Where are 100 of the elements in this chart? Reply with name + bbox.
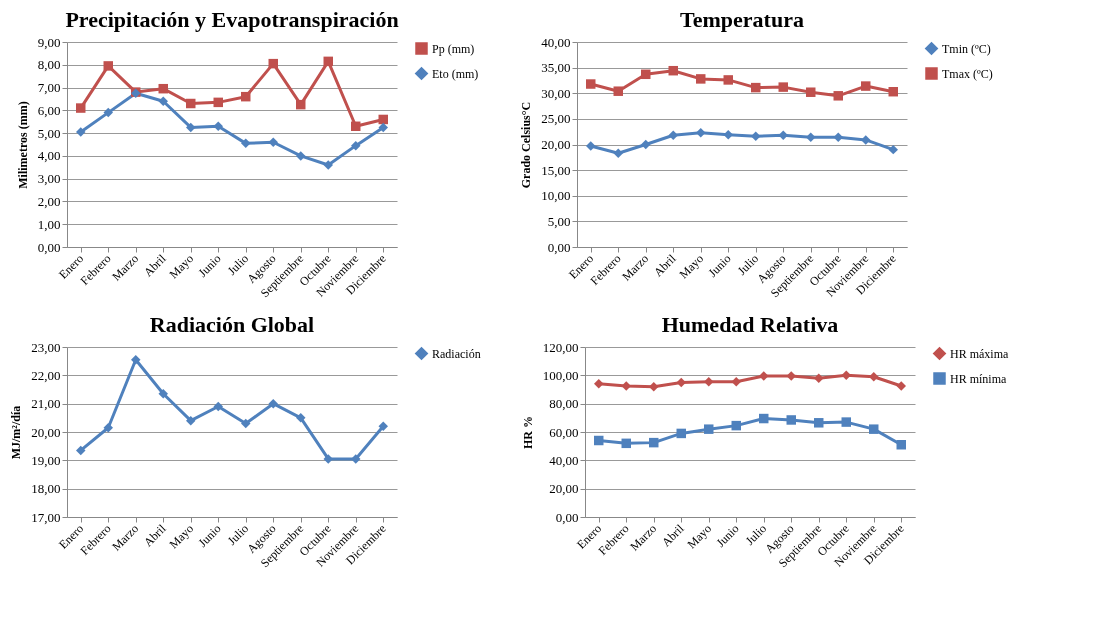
point xyxy=(806,87,816,97)
point xyxy=(814,418,824,428)
point xyxy=(586,79,596,89)
point xyxy=(649,381,659,392)
y-axis-title: Grado Celsius°C xyxy=(519,101,534,189)
y-tick-label: 120,00 xyxy=(542,339,579,355)
point xyxy=(594,435,604,446)
point xyxy=(723,75,733,85)
chart-title: Temperatura xyxy=(680,7,804,32)
point xyxy=(759,413,769,424)
point xyxy=(586,141,596,151)
y-axis-title: MJ/m²/día xyxy=(9,405,24,460)
y-tick-label: 1,00 xyxy=(37,216,61,232)
y-tick-label: 5,00 xyxy=(37,125,61,141)
point xyxy=(751,82,761,93)
y-tick-label: 3,00 xyxy=(37,171,61,187)
point xyxy=(676,377,686,388)
point xyxy=(869,424,879,434)
y-tick-label: 9,00 xyxy=(37,34,61,50)
point xyxy=(268,137,278,147)
point xyxy=(76,103,86,113)
point xyxy=(103,107,113,118)
point xyxy=(323,56,333,67)
point xyxy=(296,99,306,110)
y-tick-label: 7,00 xyxy=(37,80,61,96)
point xyxy=(351,140,361,151)
y-axis-title: HR % xyxy=(520,416,535,449)
point xyxy=(833,91,843,101)
point xyxy=(786,415,796,425)
y-tick-label: 35,00 xyxy=(541,60,571,76)
point xyxy=(833,132,843,143)
y-tick-label: 60,00 xyxy=(549,424,579,440)
point xyxy=(806,132,816,143)
y-tick-label: 19,00 xyxy=(31,452,61,468)
point xyxy=(641,139,651,150)
y-axis-title: Milimetros (mm) xyxy=(15,101,30,189)
point xyxy=(241,418,251,429)
point xyxy=(723,130,733,140)
y-tick-label: 0,00 xyxy=(37,239,61,255)
point xyxy=(268,58,278,69)
point xyxy=(786,371,796,381)
point xyxy=(213,401,223,412)
point xyxy=(378,122,388,133)
point xyxy=(268,398,278,409)
y-tick-label: 10,00 xyxy=(541,188,571,204)
point xyxy=(841,370,851,381)
point xyxy=(158,83,168,94)
point xyxy=(861,135,871,145)
point xyxy=(158,96,168,106)
point xyxy=(649,437,659,448)
point xyxy=(351,121,361,132)
chart-title: Humedad Relativa xyxy=(661,312,839,337)
point xyxy=(751,131,761,142)
point xyxy=(158,389,168,399)
y-tick-label: 15,00 xyxy=(541,162,571,178)
point xyxy=(296,151,306,161)
y-tick-label: 17,00 xyxy=(31,509,61,525)
point xyxy=(704,376,714,387)
point xyxy=(186,415,196,426)
chart-title: Precipitación y Evapotranspiración xyxy=(65,7,399,32)
point xyxy=(704,424,714,434)
point xyxy=(731,420,741,431)
y-tick-label: 20,00 xyxy=(31,424,61,440)
point xyxy=(186,98,196,109)
point xyxy=(213,97,223,108)
legend-label: Radiación xyxy=(432,346,481,361)
point xyxy=(841,417,851,427)
y-tick-label: 21,00 xyxy=(31,396,61,412)
point xyxy=(731,376,741,387)
y-tick-label: 0,00 xyxy=(555,509,579,525)
chart-title: Radiación Global xyxy=(149,312,315,337)
point xyxy=(296,413,306,423)
y-tick-label: 40,00 xyxy=(541,34,571,50)
y-tick-label: 5,00 xyxy=(547,213,571,229)
point xyxy=(378,421,388,432)
point xyxy=(613,148,623,158)
point xyxy=(759,371,769,381)
point xyxy=(641,69,651,80)
y-tick-label: 18,00 xyxy=(31,481,61,497)
point xyxy=(896,381,906,391)
point xyxy=(778,130,788,141)
y-tick-label: 80,00 xyxy=(549,396,579,412)
y-tick-label: 22,00 xyxy=(31,367,61,383)
y-tick-label: 30,00 xyxy=(541,85,571,101)
point xyxy=(869,372,879,382)
y-tick-label: 25,00 xyxy=(541,111,571,127)
point xyxy=(213,121,223,132)
point xyxy=(696,74,706,84)
point xyxy=(676,428,686,439)
point xyxy=(323,454,333,464)
point xyxy=(241,138,251,149)
legend-label: Tmin (ºC) xyxy=(942,41,991,56)
legend-label: Pp (mm) xyxy=(432,41,475,56)
legend-label: Tmax (ºC) xyxy=(942,66,993,81)
legend-label: HR máxima xyxy=(950,346,1009,361)
point xyxy=(888,86,898,97)
point xyxy=(186,122,196,133)
point xyxy=(351,454,361,464)
point xyxy=(241,91,251,102)
y-tick-label: 20,00 xyxy=(541,137,571,152)
